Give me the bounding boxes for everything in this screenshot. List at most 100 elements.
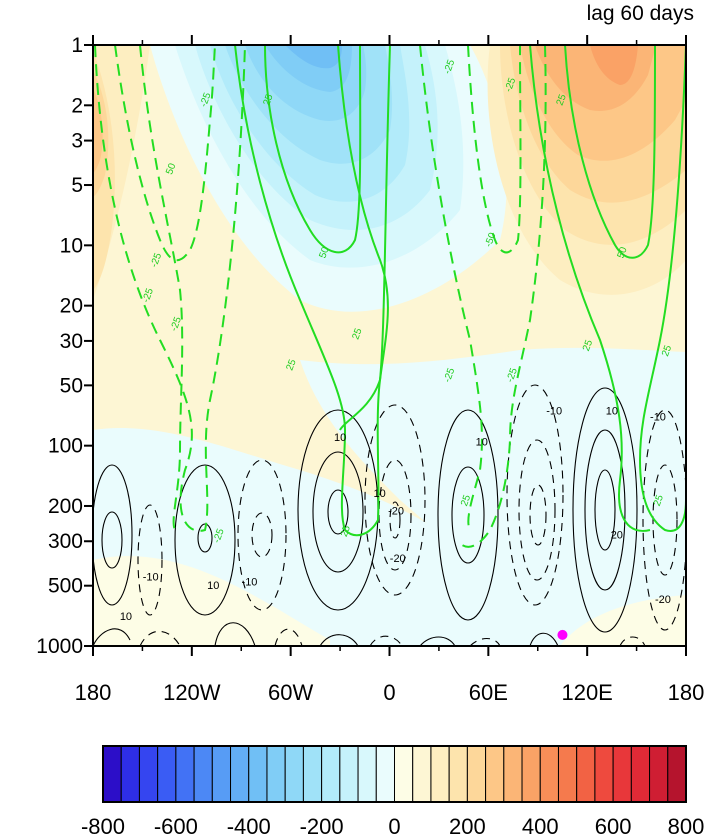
- contour-negative: [251, 512, 273, 558]
- black-contour-label: 10: [120, 611, 132, 623]
- field-lower-warm-region: [93, 556, 330, 646]
- black-contour-label: 10: [476, 437, 488, 449]
- contour-surface: [529, 632, 559, 646]
- y-tick-label: 1: [71, 34, 83, 57]
- black-contour-label: -10: [650, 412, 666, 424]
- colorbar-swatch: [375, 745, 395, 803]
- colorbar-swatch: [576, 745, 596, 803]
- black-contour-label: 10: [207, 580, 219, 592]
- contour-positive: [451, 466, 485, 564]
- contour-negative: [642, 409, 686, 631]
- black-contour-label: 10: [606, 406, 618, 418]
- green-contour-positive: [638, 45, 686, 532]
- colorbar-swatch: [339, 745, 359, 803]
- colorbar-swatch: [503, 745, 523, 803]
- x-tick-label: 60W: [268, 680, 313, 705]
- green-contour-labels: -25 50 -25 -25 -25 25 50 25 25 -25 -50 -25 -25 -25 25 5…: [141, 58, 675, 545]
- marker-point: [557, 629, 568, 640]
- colorbar-swatch: [667, 745, 687, 803]
- green-contour-label: -25: [149, 251, 164, 269]
- black-contour-lines: [93, 384, 686, 646]
- colorbar-swatch: [120, 745, 140, 803]
- field-right-lower-warm-region: [560, 595, 686, 646]
- green-contour-label: -25: [211, 527, 226, 545]
- contour-positive: [594, 469, 616, 551]
- colorbar-swatch: [248, 745, 268, 803]
- green-contour-label: 25: [350, 327, 364, 342]
- y-tick-label: 100: [48, 435, 83, 458]
- contour-surface: [93, 628, 131, 646]
- colorbar-swatch: [175, 745, 195, 803]
- field-cool-region-8: [285, 45, 342, 69]
- black-contour-label: -20: [388, 505, 404, 517]
- colorbar-tick-label: 400: [522, 814, 559, 838]
- green-contour-label: -25: [505, 366, 520, 384]
- colorbar-swatch: [412, 745, 432, 803]
- contour-surface: [419, 636, 456, 646]
- contour-negative: [529, 484, 547, 546]
- colorbar-tick-label: 200: [449, 814, 486, 838]
- green-contour-label: -25: [442, 366, 457, 384]
- y-tick-label: 300: [48, 530, 83, 553]
- y-tick-label: 5: [71, 174, 83, 197]
- green-contour-positive: [234, 45, 391, 537]
- colorbar-swatch: [521, 745, 541, 803]
- black-contour-label: 10: [373, 488, 385, 500]
- green-contour-label: 25: [261, 92, 275, 107]
- green-contour-label: -25: [198, 91, 213, 109]
- field-warm-region-4: [93, 88, 103, 173]
- colorbar-frame: [102, 745, 687, 803]
- contour-negative: [137, 504, 163, 616]
- contour-positive: [101, 511, 123, 569]
- contour-surface: [214, 622, 256, 646]
- contour-positive: [572, 387, 638, 633]
- colorbar-swatch: [357, 745, 377, 803]
- green-contour-label: -50: [483, 231, 498, 249]
- green-contour-label: 25: [339, 524, 353, 539]
- x-tick-label: 120E: [561, 680, 612, 705]
- colorbar-swatch: [448, 745, 468, 803]
- contour-surface: [319, 634, 359, 646]
- green-contour-negative: [94, 45, 246, 532]
- colorbar-tick-label: 800: [668, 814, 705, 838]
- colorbar-swatch: [321, 745, 341, 803]
- contour-surface: [619, 636, 646, 646]
- green-contour-label: -25: [169, 315, 184, 333]
- colorbar-tick-label: -600: [154, 814, 198, 838]
- x-tick-label: 0: [383, 680, 395, 705]
- x-tick-label: 180: [75, 680, 112, 705]
- contour-positive: [312, 451, 364, 573]
- y-tick-label: 1000: [36, 635, 83, 658]
- black-contour-label: -10: [143, 571, 159, 583]
- colorbar-tick-label: -800: [81, 814, 125, 838]
- green-contour-negative: [139, 45, 184, 531]
- y-axis: 1 2 3 5 10 20 30 50 100 200 300 500 1000: [36, 34, 93, 658]
- green-contour-label: 50: [164, 161, 178, 176]
- green-contour-positive: [564, 45, 656, 259]
- contour-positive: [93, 464, 133, 606]
- green-contour-positive: [264, 45, 362, 254]
- black-contour-label: -10: [242, 577, 258, 589]
- colorbar-swatch: [594, 745, 614, 803]
- y-tick-label: 30: [60, 330, 83, 353]
- contour-surface: [469, 637, 501, 646]
- field-right-cool-region: [300, 347, 686, 646]
- colorbar-swatch: [211, 745, 232, 803]
- colorbar-swatch: [557, 745, 578, 803]
- contour-negative: [389, 501, 401, 539]
- colorbar-swatch: [230, 745, 250, 803]
- green-contour-label: 50: [616, 245, 630, 260]
- black-contour-label: 20: [611, 529, 623, 541]
- contour-positive: [197, 523, 213, 553]
- black-contour-label: -20: [390, 553, 406, 565]
- colorbar-swatch: [193, 745, 213, 803]
- colorbar: -800 -600 -400 -200 0 200 400 600 800: [81, 745, 705, 838]
- green-contour-negative: [467, 45, 522, 254]
- green-contour-label: 25: [652, 493, 666, 508]
- colorbar-swatch: [157, 745, 177, 803]
- colorbar-swatch: [539, 745, 559, 803]
- contour-surface: [369, 635, 403, 646]
- contour-positive: [327, 489, 349, 535]
